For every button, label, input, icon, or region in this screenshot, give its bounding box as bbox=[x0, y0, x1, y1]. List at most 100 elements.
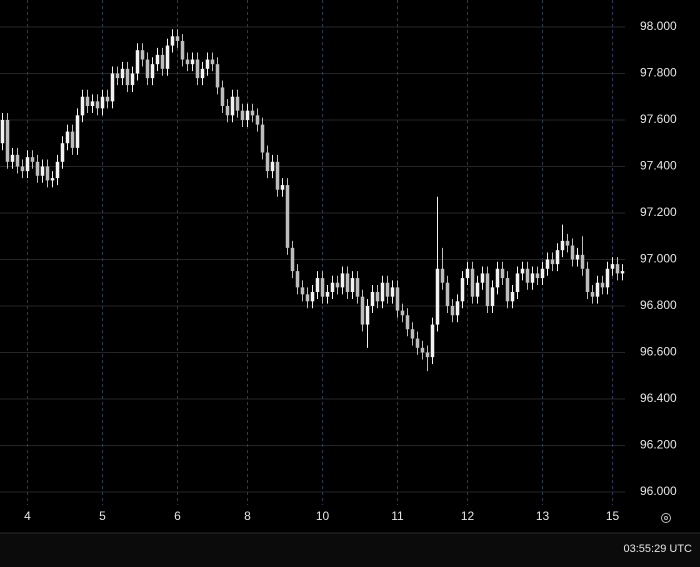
candle-body bbox=[440, 268, 445, 283]
candle-body bbox=[25, 157, 30, 172]
candle-body bbox=[145, 59, 150, 79]
candle-body bbox=[545, 259, 550, 269]
candle-body bbox=[605, 268, 610, 288]
candle-body bbox=[60, 143, 65, 162]
candles bbox=[0, 29, 625, 372]
candle-body bbox=[65, 131, 70, 144]
x-tick-label: 13 bbox=[536, 509, 550, 523]
y-tick-label: 97.800 bbox=[640, 66, 677, 80]
candle-body bbox=[505, 278, 510, 302]
candle-body bbox=[80, 96, 85, 116]
candle-body bbox=[615, 264, 620, 274]
candle-body bbox=[425, 352, 430, 358]
candle-body bbox=[490, 287, 495, 306]
candle-body bbox=[385, 282, 390, 297]
settings-icon-core[interactable] bbox=[664, 516, 668, 520]
candle-body bbox=[35, 161, 40, 176]
candle-body bbox=[510, 292, 515, 302]
candle-body bbox=[135, 50, 140, 74]
candle-body bbox=[430, 324, 435, 358]
candle-body bbox=[320, 278, 325, 297]
candle-body bbox=[595, 282, 600, 297]
candle-body bbox=[365, 305, 370, 325]
candle-body bbox=[305, 294, 310, 302]
y-tick-label: 96.400 bbox=[640, 391, 677, 405]
candle-body bbox=[220, 87, 225, 107]
candle-body bbox=[345, 273, 350, 293]
candle-body bbox=[95, 101, 100, 109]
candle-body bbox=[485, 273, 490, 306]
candle-body bbox=[10, 154, 15, 162]
candle-body bbox=[255, 115, 260, 125]
candle-body bbox=[300, 287, 305, 295]
candle-body bbox=[260, 124, 265, 153]
x-tick-label: 12 bbox=[461, 509, 475, 523]
candle-body bbox=[290, 247, 295, 272]
y-tick-label: 97.600 bbox=[640, 112, 677, 126]
y-tick-label: 96.800 bbox=[640, 298, 677, 312]
candle-body bbox=[275, 161, 280, 190]
candle-body bbox=[395, 287, 400, 311]
candle-body bbox=[45, 166, 50, 181]
candle-body bbox=[310, 292, 315, 302]
x-tick-label: 15 bbox=[606, 509, 620, 523]
candle-body bbox=[380, 282, 385, 302]
candle-body bbox=[245, 110, 250, 120]
candle-body bbox=[340, 273, 345, 288]
candle-body bbox=[85, 96, 90, 107]
candle-body bbox=[575, 254, 580, 260]
candle-body bbox=[435, 268, 440, 325]
candle-body bbox=[165, 45, 170, 69]
candle-body bbox=[50, 178, 55, 181]
candle-body bbox=[455, 301, 460, 316]
x-tick-label: 5 bbox=[99, 509, 106, 523]
candle-body bbox=[90, 101, 95, 107]
candle-body bbox=[400, 310, 405, 316]
candle-body bbox=[55, 161, 60, 179]
candle-body bbox=[120, 68, 125, 79]
y-tick-label: 97.400 bbox=[640, 159, 677, 173]
candle-body bbox=[470, 268, 475, 297]
candle-body bbox=[330, 282, 335, 293]
candle-body bbox=[350, 278, 355, 293]
candle-body bbox=[540, 268, 545, 279]
candle-body bbox=[465, 268, 470, 279]
candle-body bbox=[480, 273, 485, 283]
candle-body bbox=[560, 240, 565, 251]
settings-icon[interactable] bbox=[661, 513, 671, 523]
candle-body bbox=[230, 96, 235, 116]
candle-body bbox=[30, 157, 35, 162]
candle-body bbox=[195, 59, 200, 79]
candle-body bbox=[600, 282, 605, 288]
candle-body bbox=[20, 166, 25, 172]
candle-body bbox=[520, 268, 525, 274]
candle-body bbox=[240, 110, 245, 120]
candle-body bbox=[565, 240, 570, 246]
candle-body bbox=[215, 64, 220, 88]
candle-body bbox=[40, 166, 45, 176]
y-tick-label: 97.200 bbox=[640, 205, 677, 219]
candle-body bbox=[335, 282, 340, 288]
candle-body bbox=[375, 292, 380, 302]
x-tick-label: 6 bbox=[174, 509, 181, 523]
y-tick-label: 96.600 bbox=[640, 345, 677, 359]
candle-body bbox=[370, 292, 375, 306]
candle-body bbox=[270, 161, 275, 172]
candle-body bbox=[390, 287, 395, 297]
clock: 03:55:29 UTC bbox=[624, 543, 693, 555]
candle-body bbox=[610, 264, 615, 269]
candle-body bbox=[325, 292, 330, 297]
candle-body bbox=[5, 119, 10, 162]
grid bbox=[0, 0, 625, 505]
candle-body bbox=[200, 68, 205, 79]
candle-body bbox=[315, 278, 320, 293]
candle-body bbox=[450, 305, 455, 316]
x-tick-label: 11 bbox=[391, 509, 404, 523]
candle-body bbox=[185, 59, 190, 65]
settings-icon-ring[interactable] bbox=[661, 513, 671, 523]
candle-body bbox=[620, 271, 625, 274]
candle-body bbox=[155, 54, 160, 65]
